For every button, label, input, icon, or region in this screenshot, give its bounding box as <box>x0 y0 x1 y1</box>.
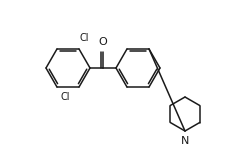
Text: O: O <box>98 37 107 47</box>
Text: Cl: Cl <box>61 92 70 102</box>
Text: N: N <box>180 136 188 146</box>
Text: Cl: Cl <box>80 33 89 43</box>
